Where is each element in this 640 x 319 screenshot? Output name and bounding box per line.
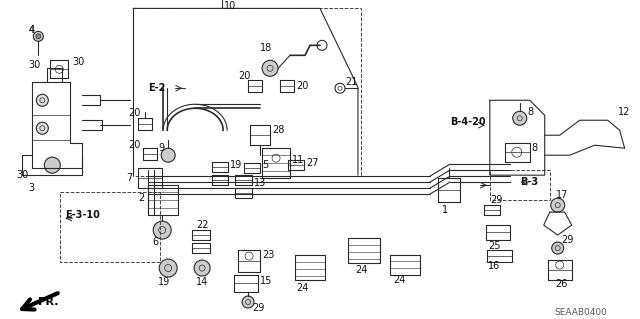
- Circle shape: [36, 94, 49, 106]
- Text: 24: 24: [296, 283, 308, 293]
- Text: 3: 3: [28, 183, 35, 193]
- Text: 23: 23: [262, 250, 275, 260]
- Text: 21: 21: [345, 77, 357, 87]
- Text: E-2: E-2: [148, 83, 166, 93]
- Text: 14: 14: [196, 277, 209, 287]
- Circle shape: [161, 148, 175, 162]
- Text: 20: 20: [238, 71, 250, 81]
- Circle shape: [33, 31, 44, 41]
- Bar: [60, 192, 160, 262]
- Text: 30: 30: [28, 60, 40, 70]
- Text: 22: 22: [196, 220, 209, 230]
- Circle shape: [153, 221, 171, 239]
- Text: E-3-10: E-3-10: [65, 210, 100, 220]
- Circle shape: [551, 198, 564, 212]
- Text: 29: 29: [562, 235, 574, 245]
- Text: 24: 24: [355, 265, 367, 275]
- Text: 20: 20: [128, 140, 141, 150]
- Text: 30: 30: [17, 170, 29, 180]
- Bar: [490, 170, 550, 200]
- Circle shape: [36, 34, 41, 39]
- Circle shape: [552, 242, 564, 254]
- Text: 11: 11: [292, 155, 304, 165]
- Text: 27: 27: [306, 158, 319, 168]
- Text: 19: 19: [158, 277, 170, 287]
- Text: 6: 6: [152, 237, 158, 247]
- Text: 8: 8: [532, 143, 538, 153]
- Circle shape: [36, 122, 49, 134]
- Text: 5: 5: [262, 160, 268, 170]
- Text: 12: 12: [618, 107, 630, 117]
- Text: 8: 8: [528, 107, 534, 117]
- Circle shape: [513, 111, 527, 125]
- Text: 28: 28: [272, 125, 284, 135]
- Text: 17: 17: [556, 190, 568, 200]
- Text: 29: 29: [252, 303, 264, 313]
- Circle shape: [194, 260, 210, 276]
- Text: FR.: FR.: [38, 297, 59, 307]
- Text: 13: 13: [254, 178, 266, 188]
- Text: 4: 4: [28, 25, 35, 35]
- Text: 16: 16: [488, 261, 500, 271]
- Text: 20: 20: [296, 81, 308, 91]
- Text: 15: 15: [260, 276, 273, 286]
- Text: 20: 20: [128, 108, 141, 118]
- Text: 9: 9: [158, 143, 164, 153]
- Text: 19: 19: [230, 160, 243, 170]
- Text: 26: 26: [556, 279, 568, 289]
- Circle shape: [159, 259, 177, 277]
- Text: 29: 29: [490, 195, 502, 205]
- Text: 18: 18: [260, 43, 273, 53]
- Text: SEAAB0400: SEAAB0400: [555, 308, 607, 316]
- Text: 2: 2: [138, 193, 145, 203]
- Text: B-4-20: B-4-20: [450, 117, 486, 127]
- Circle shape: [262, 60, 278, 76]
- Text: 24: 24: [393, 275, 405, 285]
- Text: 7: 7: [126, 173, 132, 183]
- Circle shape: [242, 296, 254, 308]
- Text: 25: 25: [488, 241, 500, 251]
- Text: 1: 1: [442, 205, 448, 215]
- Text: B-3: B-3: [520, 177, 538, 187]
- Text: 30: 30: [72, 57, 84, 67]
- Circle shape: [44, 157, 60, 173]
- Text: 4: 4: [28, 25, 35, 35]
- Text: 10: 10: [224, 1, 236, 11]
- Bar: [133, 8, 361, 176]
